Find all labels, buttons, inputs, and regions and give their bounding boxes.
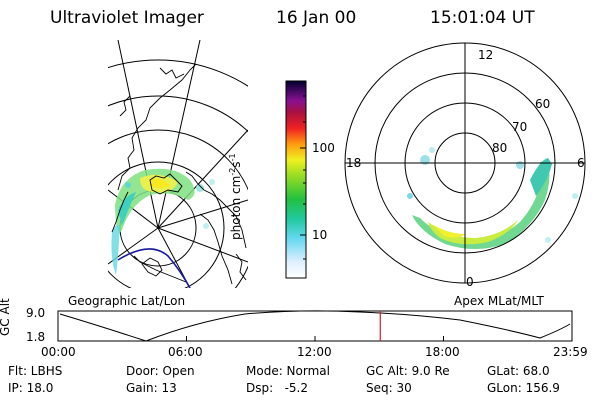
status-glon: GLon: 156.9 xyxy=(487,381,560,395)
mlt-label-0: 0 xyxy=(466,275,474,289)
colorbar-tick-10: 10 xyxy=(312,228,328,242)
altitude-plot xyxy=(57,310,573,342)
status-gain: Gain: 13 xyxy=(126,381,177,395)
instrument-title: Ultraviolet Imager xyxy=(50,8,204,28)
date-label: 16 Jan 00 xyxy=(276,8,357,28)
geo-coastlines xyxy=(111,63,247,285)
status-seq: Seq: 30 xyxy=(366,381,412,395)
time-label: 15:01:04 UT xyxy=(430,8,535,28)
geographic-caption: Geographic Lat/Lon xyxy=(68,294,186,308)
status-glat: GLat: 68.0 xyxy=(487,364,550,378)
mlat-label-60: 60 xyxy=(535,97,551,111)
polar-mlt-lines xyxy=(345,43,585,283)
altitude-ytick-bottom: 1.8 xyxy=(26,330,46,344)
altitude-xtick-1200: 12:00 xyxy=(297,345,332,359)
altitude-ylabel: GC Alt xyxy=(0,298,12,336)
mlat-label-70: 70 xyxy=(512,120,528,134)
geo-aurora-emission xyxy=(111,168,215,275)
mlt-label-6: 6 xyxy=(577,156,585,170)
polar-caption: Apex MLat/MLT xyxy=(454,294,544,308)
geographic-map xyxy=(108,40,248,288)
altitude-curve xyxy=(59,310,571,342)
status-dsp: Dsp: -5.2 xyxy=(246,381,309,395)
status-filter: Flt: LBHS xyxy=(8,364,63,378)
colorbar-tick-100: 100 xyxy=(312,141,335,155)
ground-track xyxy=(117,248,191,288)
status-ip: IP: 18.0 xyxy=(8,381,54,395)
altitude-xtick-0600: 06:00 xyxy=(168,345,203,359)
colorbar-unit-label: photon cm-2s-1 xyxy=(228,153,243,240)
mlt-label-18: 18 xyxy=(346,156,362,170)
colorbar-ticks xyxy=(300,95,306,260)
altitude-xtick-2359: 23:59 xyxy=(553,345,588,359)
altitude-xtick-0000: 00:00 xyxy=(41,345,76,359)
status-gc-alt: GC Alt: 9.0 Re xyxy=(366,364,450,378)
polar-aurora-emission xyxy=(407,147,578,249)
altitude-ytick-top: 9.0 xyxy=(26,306,46,320)
status-mode: Mode: Normal xyxy=(246,364,330,378)
colorbar xyxy=(285,80,307,279)
mlt-label-12: 12 xyxy=(478,48,494,62)
altitude-xtick-1800: 18:00 xyxy=(425,345,460,359)
status-door: Door: Open xyxy=(126,364,195,378)
geo-longitude-lines xyxy=(108,40,248,288)
mlat-label-80: 80 xyxy=(492,141,508,155)
polar-map xyxy=(344,42,586,284)
altitude-x-ticks xyxy=(57,336,573,341)
